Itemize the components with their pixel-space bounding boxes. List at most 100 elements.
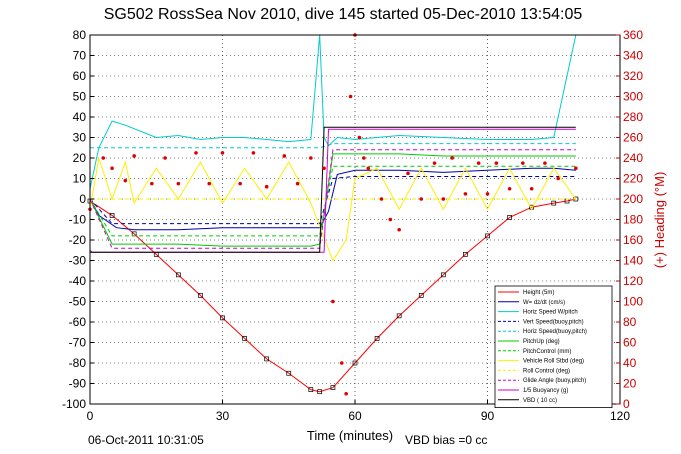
legend: Height (5m) W= dz/dt (cm/s) Horiz Speed W/…	[494, 285, 613, 408]
height-marker	[109, 213, 115, 218]
series-line-11	[90, 126, 576, 253]
heading-point	[388, 217, 393, 222]
left-tick-label: -10	[69, 213, 87, 227]
legend-entry: W= dz/dt (cm/s)	[523, 300, 565, 306]
legend-entry: Roll Control (deg)	[523, 368, 570, 374]
legend-entry: Vert Speed(buoy,pitch)	[523, 319, 584, 325]
chart-title: SG502 RossSea Nov 2010, dive 145 started…	[104, 6, 583, 23]
height-marker	[396, 313, 402, 319]
heading-point	[309, 156, 313, 160]
height-marker	[330, 385, 336, 390]
heading-point	[251, 151, 256, 155]
heading-point	[150, 181, 154, 186]
legend-entry: Height (5m)	[523, 290, 554, 296]
left-tick-label: -50	[69, 295, 87, 309]
x-axis-label: Time (minutes)	[307, 428, 393, 443]
x-tick-label: 120	[610, 409, 630, 423]
left-tick-label: 60	[73, 69, 87, 83]
height-marker	[485, 233, 490, 239]
legend-box	[494, 285, 613, 408]
heading-point	[543, 161, 547, 165]
legend-entry: PitchControl (mm)	[523, 349, 571, 355]
right-tick-label: 40	[623, 356, 637, 370]
legend-entry: Horiz Speed(buoy,pitch)	[523, 329, 587, 335]
heading-point	[574, 166, 578, 171]
legend-entry: Vehicle Roll Stbd (deg)	[523, 359, 584, 365]
footer-timestamp: 06-Oct-2011 10:31:05	[88, 433, 204, 447]
footer-vbd-bias: VBD bias =0 cc	[405, 433, 487, 447]
series-line-4	[90, 143, 576, 149]
left-tick-label: 10	[73, 172, 87, 186]
right-tick-label: 280	[623, 110, 643, 124]
heading-point	[331, 299, 335, 304]
series-line-2	[89, 34, 577, 189]
x-tick-label: 30	[216, 409, 230, 423]
left-tick-label: 0	[79, 192, 86, 206]
heading-point	[362, 156, 366, 160]
heading-point	[295, 181, 300, 186]
height-marker	[264, 356, 270, 362]
heading-point	[419, 197, 424, 201]
legend-entry: Glide Angle (buoy,pitch)	[523, 378, 586, 384]
right-tick-label: 160	[623, 233, 643, 247]
height-marker	[198, 293, 203, 298]
right-tick-label: 340	[623, 49, 643, 63]
legend-entry: 1/5 Buoyancy (g)	[523, 388, 568, 394]
series-layer	[87, 33, 579, 396]
right-tick-label: 100	[623, 295, 643, 309]
left-tick-label: -80	[69, 356, 87, 370]
grid-layer	[90, 35, 620, 404]
heading-point	[322, 166, 326, 171]
heading-point	[344, 391, 348, 396]
right-tick-label: 80	[623, 315, 637, 329]
heading-point	[441, 197, 446, 201]
x-tick-label: 60	[348, 409, 362, 423]
left-tick-label: -30	[69, 254, 87, 268]
height-marker	[418, 293, 424, 298]
heading-point	[264, 184, 269, 189]
heading-point	[282, 154, 287, 158]
heading-point	[194, 151, 198, 155]
height-marker	[551, 200, 557, 206]
legend-entry: VBD ( 10 cc)	[523, 398, 557, 404]
height-marker	[352, 360, 358, 366]
series-line-0	[89, 198, 576, 393]
heading-point	[163, 156, 167, 160]
series-line-7	[89, 157, 577, 262]
heading-point	[339, 361, 344, 365]
left-tick-label: 50	[73, 90, 87, 104]
height-marker	[463, 252, 468, 257]
left-tick-label: 30	[73, 131, 87, 145]
heading-point	[406, 171, 410, 176]
right-tick-label: 0	[623, 397, 630, 411]
heading-point	[110, 166, 114, 171]
heading-point	[556, 176, 560, 181]
left-tick-label: -20	[69, 233, 87, 247]
left-tick-label: -90	[69, 377, 87, 391]
right-axis: 0 20 40 60 80 100 120 140 160 180 200 220 240 260 280 3…	[616, 28, 643, 411]
legend-entry: PitchUp (deg)	[523, 339, 560, 345]
height-marker	[507, 215, 512, 220]
series-line-6	[89, 165, 576, 237]
left-tick-label: 80	[73, 28, 87, 42]
left-tick-label: 40	[73, 110, 87, 124]
legend-entry: Horiz Speed W/pitch	[523, 310, 578, 316]
heading-point	[494, 161, 499, 165]
left-tick-label: -60	[69, 315, 87, 329]
height-marker	[374, 336, 380, 341]
right-tick-label: 20	[623, 377, 637, 391]
right-tick-label: 200	[623, 192, 643, 206]
right-tick-label: 320	[623, 69, 643, 83]
heading-point	[207, 181, 212, 186]
left-axis: -100-90-80-70-60-50-40-30-20-10010203040…	[62, 28, 94, 411]
heading-point	[176, 181, 181, 186]
left-tick-label: -40	[69, 274, 87, 288]
height-marker	[317, 389, 323, 395]
heading-point	[507, 186, 512, 191]
height-marker	[308, 387, 314, 392]
heading-point	[379, 197, 384, 201]
right-tick-label: 300	[623, 90, 643, 104]
right-tick-label: 120	[623, 274, 643, 288]
right-tick-label: 260	[623, 131, 643, 145]
